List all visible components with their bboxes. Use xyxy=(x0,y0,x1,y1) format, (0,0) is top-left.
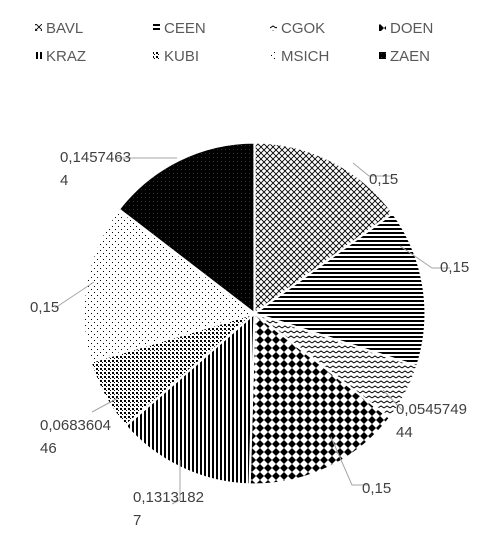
data-labels: 0,15 0,15 0,0545749 44 0,15 0,1313182 7 0,06836… xyxy=(30,149,469,529)
legend-swatch xyxy=(35,52,42,59)
pie-slice-ceen xyxy=(252,211,427,368)
legend-entry-doen: DOEN xyxy=(379,20,433,37)
legend-label: DOEN xyxy=(390,20,433,37)
legend-entry-bavl: BAVL xyxy=(35,20,83,37)
data-label-line: 46 xyxy=(40,440,57,457)
data-label-line: 0,1457463 xyxy=(60,149,131,166)
data-label-line: 7 xyxy=(133,512,141,529)
legend-label: CEEN xyxy=(164,20,206,37)
leader-line-msich xyxy=(54,281,95,309)
data-label-doen: 0,15 xyxy=(362,480,391,497)
data-label-bavl: 0,15 xyxy=(369,171,398,188)
data-label-line: 0,15 xyxy=(369,171,398,188)
legend-label: ZAEN xyxy=(390,48,430,65)
legend-swatch xyxy=(153,24,160,31)
data-label-line: 0,0683604 xyxy=(40,417,111,434)
data-label-kraz: 0,1313182 7 xyxy=(133,489,204,529)
legend-label: BAVL xyxy=(46,20,83,37)
data-label-ceen: 0,15 xyxy=(440,259,469,276)
legend-label: MSICH xyxy=(281,48,329,65)
leader-line-bavl xyxy=(352,162,392,177)
leader-line-kraz xyxy=(171,460,181,505)
chart-legend: BAVL CEEN CGOK DOEN KRAZ KUBI MSICH ZAEN xyxy=(35,20,433,65)
legend-label: KRAZ xyxy=(46,48,86,65)
pie-slice-doen xyxy=(248,311,392,486)
legend-entry-zaen: ZAEN xyxy=(379,48,430,65)
legend-entry-ceen: CEEN xyxy=(153,20,206,37)
leader-line-doen xyxy=(330,436,368,486)
pie-slice-zaen xyxy=(117,141,256,316)
pie-slices xyxy=(82,141,427,486)
data-label-kubi: 0,0683604 46 xyxy=(40,417,111,457)
legend-swatch xyxy=(379,24,386,31)
pie-slice-bavl xyxy=(253,141,395,316)
legend-swatch xyxy=(270,24,277,31)
pie-slice-msich xyxy=(82,207,257,364)
leader-line-kubi xyxy=(91,397,119,413)
data-label-line: 0,15 xyxy=(30,299,59,316)
data-label-line: 0,1313182 xyxy=(133,489,204,506)
data-label-line: 0,0545749 xyxy=(396,401,467,418)
data-label-line: 4 xyxy=(60,172,68,189)
legend-label: KUBI xyxy=(164,48,199,65)
legend-entry-kraz: KRAZ xyxy=(35,48,86,65)
legend-entry-msich: MSICH xyxy=(270,48,329,65)
legend-swatch xyxy=(379,52,386,59)
leader-line-cgok xyxy=(382,389,403,411)
legend-swatch xyxy=(35,24,42,31)
leader-lines xyxy=(54,157,450,505)
pie-slice-kraz xyxy=(124,311,256,486)
data-label-msich: 0,15 xyxy=(30,299,59,316)
data-label-line: 0,15 xyxy=(440,259,469,276)
data-label-line: 44 xyxy=(396,424,413,441)
legend-entry-kubi: KUBI xyxy=(153,48,199,65)
legend-entry-cgok: CGOK xyxy=(270,20,325,37)
legend-swatch xyxy=(153,52,160,59)
data-label-cgok: 0,0545749 44 xyxy=(396,401,467,441)
data-label-line: 0,15 xyxy=(362,480,391,497)
data-label-zaen: 0,1457463 4 xyxy=(60,149,131,189)
legend-swatch xyxy=(270,52,277,59)
legend-label: CGOK xyxy=(281,20,325,37)
leader-line-ceen xyxy=(399,245,450,269)
